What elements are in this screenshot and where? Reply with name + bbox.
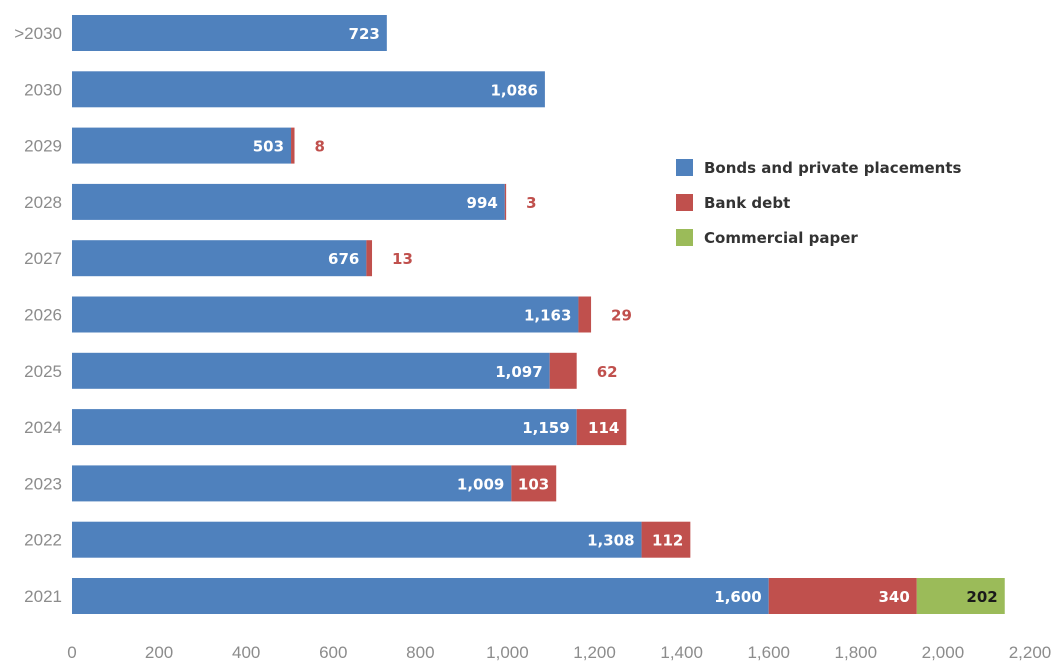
legend: Bonds and private placements Bank debt Com… — [676, 159, 962, 247]
data-label: 202 — [966, 588, 997, 606]
data-label: 62 — [597, 363, 618, 381]
data-label: 723 — [349, 25, 380, 43]
x-tick-label: 0 — [67, 643, 76, 662]
bar-segment — [291, 127, 295, 164]
bar-segment — [72, 352, 550, 389]
x-tick-label: 400 — [232, 643, 260, 662]
bar-segment — [72, 296, 579, 333]
x-tick-label: 1,800 — [835, 643, 878, 662]
bar-segment — [366, 240, 373, 277]
bar-segment — [576, 409, 627, 446]
category-label: 2028 — [24, 193, 62, 212]
category-label: 2025 — [24, 362, 62, 381]
data-label: 340 — [878, 588, 909, 606]
bar-segment — [72, 15, 387, 51]
bar-segment — [549, 352, 577, 389]
x-tick-label: 1,600 — [747, 643, 790, 662]
data-label: 503 — [253, 138, 284, 156]
data-label: 676 — [328, 250, 359, 268]
bar-segment — [72, 127, 292, 164]
bar-segment — [72, 578, 769, 614]
data-label: 8 — [315, 138, 325, 156]
legend-label: Bank debt — [704, 194, 790, 212]
data-label: 1,163 — [524, 307, 571, 325]
bar-segment — [72, 240, 367, 277]
category-label: 2021 — [24, 587, 62, 606]
bar-segment — [72, 465, 512, 502]
bars-group: 723 1,086 503 8 994 3 676 13 1,163 29 1,097 62 1,159… — [72, 15, 1005, 614]
bar-segment — [578, 296, 592, 333]
data-label: 103 — [518, 475, 549, 493]
data-label: 112 — [652, 532, 683, 550]
bar-segment — [72, 409, 577, 446]
bar-segment — [504, 183, 507, 220]
category-label: 2030 — [24, 80, 62, 99]
bar-segment — [916, 578, 1005, 614]
x-tick-label: 2,200 — [1009, 643, 1052, 662]
category-label: 2027 — [24, 249, 62, 268]
x-tick-label: 600 — [319, 643, 347, 662]
bar-segment — [511, 465, 557, 502]
category-label: 2029 — [24, 137, 62, 156]
x-tick-label: 800 — [406, 643, 434, 662]
x-tick-label: 1,200 — [573, 643, 616, 662]
bar-segment — [768, 578, 917, 614]
bar-segment — [72, 183, 505, 220]
data-label: 1,308 — [587, 532, 634, 550]
data-label: 1,086 — [490, 81, 537, 99]
category-label: 2026 — [24, 306, 62, 325]
category-label: 2023 — [24, 474, 62, 493]
data-label: 1,097 — [495, 363, 542, 381]
bar-segment — [72, 521, 642, 558]
x-axis-ticks: 0 200 400 600 800 1,000 1,200 1,400 1,600 1,800 2,… — [67, 643, 1051, 662]
category-label: 2022 — [24, 531, 62, 550]
data-label: 114 — [588, 419, 619, 437]
x-tick-label: 200 — [145, 643, 173, 662]
legend-swatch — [676, 229, 693, 246]
legend-swatch — [676, 194, 693, 211]
bar-segment — [72, 71, 545, 108]
legend-label: Bonds and private placements — [704, 159, 962, 177]
x-tick-label: 1,000 — [486, 643, 529, 662]
category-label: >2030 — [14, 24, 62, 43]
x-tick-label: 2,000 — [922, 643, 965, 662]
data-label: 3 — [526, 194, 536, 212]
data-label: 13 — [392, 250, 413, 268]
category-label: 2024 — [24, 418, 62, 437]
data-label: 1,159 — [522, 419, 569, 437]
bar-segment — [641, 521, 691, 558]
data-label: 994 — [467, 194, 498, 212]
data-label: 1,600 — [714, 588, 761, 606]
x-tick-label: 1,400 — [660, 643, 703, 662]
legend-label: Commercial paper — [704, 229, 858, 247]
data-label: 29 — [611, 307, 632, 325]
legend-swatch — [676, 159, 693, 176]
category-labels: >2030 2030 2029 2028 2027 2026 2025 2024 2023 202… — [14, 24, 62, 606]
data-label: 1,009 — [457, 475, 504, 493]
